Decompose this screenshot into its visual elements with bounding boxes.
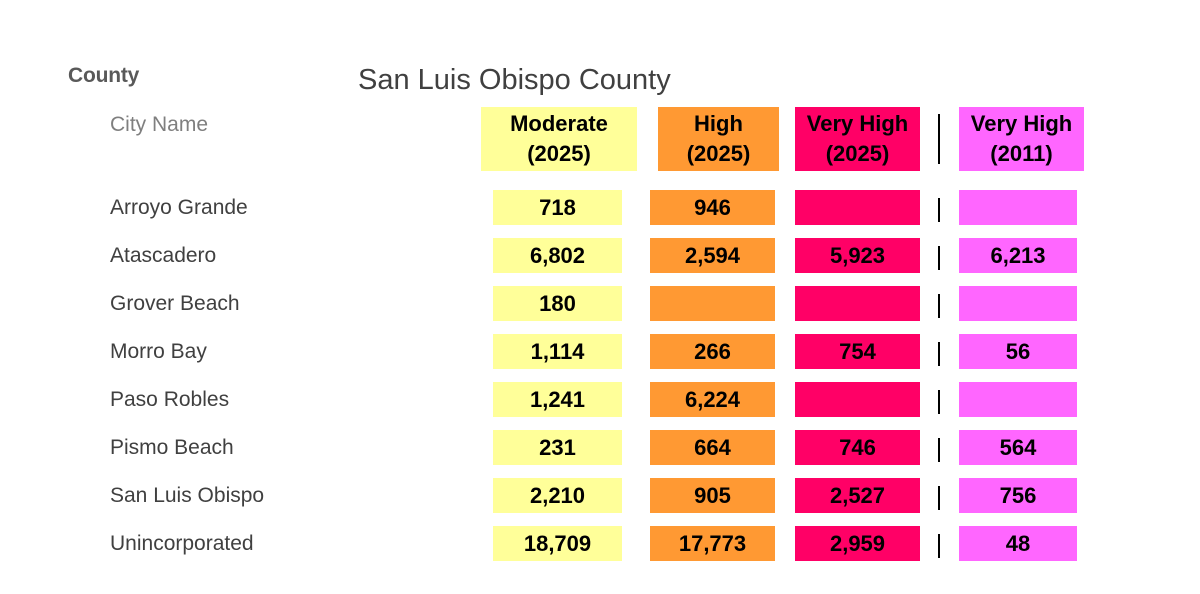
value-cell-very-high-2011: 48 (959, 526, 1077, 561)
column-header-line1: Moderate (510, 111, 608, 136)
column-header-moderate-2025: Moderate (2025) (481, 107, 637, 171)
value-cell-moderate: 2,210 (493, 478, 622, 513)
city-name-cell: Morro Bay (110, 340, 207, 363)
value-cell-high: 664 (650, 430, 775, 465)
value-cell-high: 6,224 (650, 382, 775, 417)
value-cell-very-high-2025: 746 (795, 430, 920, 465)
value-cell-very-high-2025 (795, 382, 920, 417)
value-cell-moderate: 1,114 (493, 334, 622, 369)
row-divider (938, 294, 940, 318)
column-header-very-high-2011: Very High (2011) (959, 107, 1084, 171)
column-header-line2: (2025) (686, 141, 751, 166)
value-cell-very-high-2011 (959, 286, 1077, 321)
row-divider (938, 438, 940, 462)
row-divider (938, 534, 940, 558)
value-cell-very-high-2025 (795, 190, 920, 225)
value-cell-high: 266 (650, 334, 775, 369)
county-label: County (68, 64, 140, 87)
value-cell-high: 946 (650, 190, 775, 225)
column-header-very-high-2025: Very High (2025) (795, 107, 920, 171)
value-cell-high: 17,773 (650, 526, 775, 561)
value-cell-high (650, 286, 775, 321)
value-cell-very-high-2025: 2,527 (795, 478, 920, 513)
value-cell-high: 2,594 (650, 238, 775, 273)
value-cell-high: 905 (650, 478, 775, 513)
city-name-cell: Paso Robles (110, 388, 230, 411)
column-header-line1: Very High (970, 111, 1073, 136)
city-name-cell: Unincorporated (110, 532, 254, 555)
value-cell-very-high-2011 (959, 190, 1077, 225)
value-cell-moderate: 18,709 (493, 526, 622, 561)
row-divider (938, 246, 940, 270)
city-name-cell: Arroyo Grande (110, 196, 248, 219)
city-name-header: City Name (110, 113, 209, 136)
value-cell-very-high-2025: 5,923 (795, 238, 920, 273)
value-cell-very-high-2011: 6,213 (959, 238, 1077, 273)
city-name-cell: San Luis Obispo (110, 484, 265, 507)
city-name-cell: Grover Beach (110, 292, 240, 315)
column-header-high-2025: High (2025) (658, 107, 779, 171)
row-divider (938, 342, 940, 366)
city-name-cell: Atascadero (110, 244, 217, 267)
header-divider (938, 114, 940, 164)
value-cell-very-high-2011: 56 (959, 334, 1077, 369)
value-cell-very-high-2025: 2,959 (795, 526, 920, 561)
value-cell-very-high-2025 (795, 286, 920, 321)
city-name-cell: Pismo Beach (110, 436, 234, 459)
value-cell-moderate: 718 (493, 190, 622, 225)
row-divider (938, 486, 940, 510)
column-header-line2: (2025) (825, 141, 890, 166)
row-divider (938, 198, 940, 222)
column-header-line2: (2011) (990, 141, 1053, 166)
value-cell-very-high-2025: 754 (795, 334, 920, 369)
column-header-line2: (2025) (527, 141, 591, 166)
column-header-line1: Very High (806, 111, 909, 136)
value-cell-very-high-2011: 756 (959, 478, 1077, 513)
value-cell-moderate: 1,241 (493, 382, 622, 417)
value-cell-very-high-2011: 564 (959, 430, 1077, 465)
column-header-line1: High (694, 111, 743, 136)
value-cell-moderate: 6,802 (493, 238, 622, 273)
value-cell-moderate: 180 (493, 286, 622, 321)
chart-title: San Luis Obispo County (358, 64, 671, 96)
value-cell-very-high-2011 (959, 382, 1077, 417)
value-cell-moderate: 231 (493, 430, 622, 465)
row-divider (938, 390, 940, 414)
